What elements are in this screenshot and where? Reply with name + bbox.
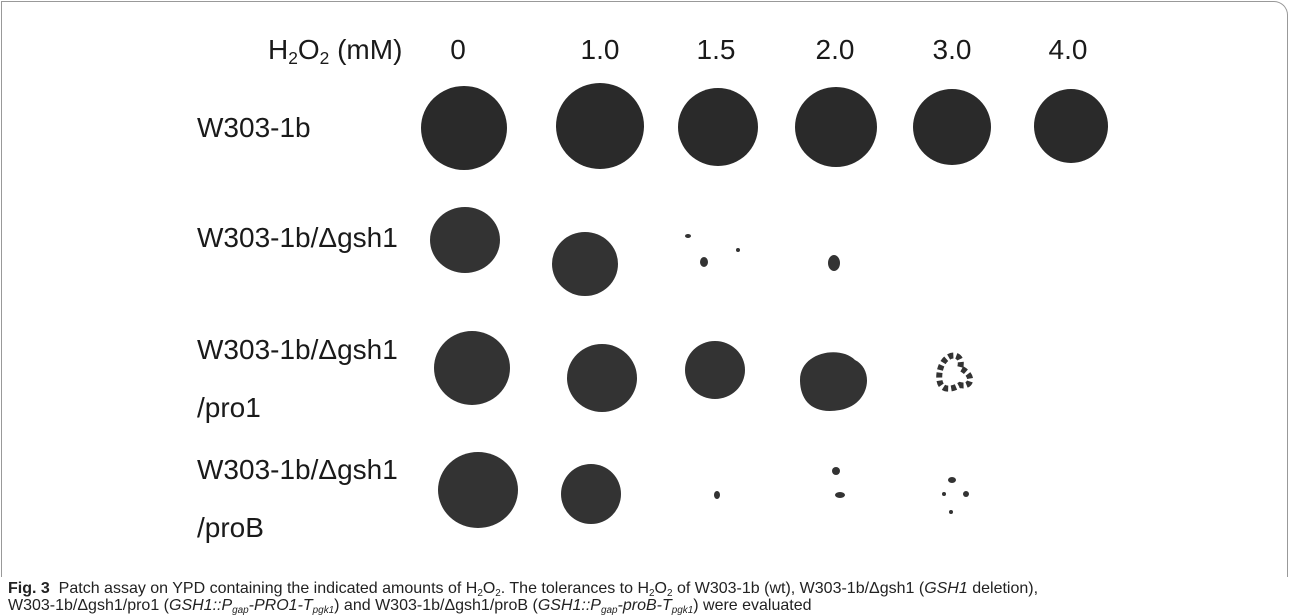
concentration: 1.0: [581, 34, 620, 66]
speck: [700, 257, 708, 267]
concentration: 4.0: [1049, 34, 1088, 66]
patch: [795, 87, 877, 167]
text: H: [268, 34, 288, 65]
speck: [828, 255, 840, 271]
speck: [685, 234, 691, 238]
text: deletion),: [968, 580, 1038, 597]
speck: [835, 492, 845, 498]
patch: [678, 88, 758, 166]
patch: [438, 452, 518, 528]
figure-number: Fig. 3: [8, 580, 50, 597]
concentration: 3.0: [933, 34, 972, 66]
subscript: gap: [232, 605, 249, 616]
row-label: /proB: [197, 512, 264, 544]
text: ) and W303-1b/Δgsh1/proB (: [334, 597, 538, 614]
text: Patch assay on YPD containing the indica…: [54, 580, 477, 597]
patches: [421, 83, 1108, 170]
subscript: 2: [288, 48, 298, 68]
text: of W303-1b (wt), W303-1b/Δgsh1 (: [673, 580, 925, 597]
construct: -PRO1-T: [249, 597, 313, 614]
concentration: 0: [450, 34, 466, 66]
gene: GSH1: [924, 580, 968, 597]
text: O: [483, 580, 495, 597]
text: . The tolerances to H: [501, 580, 649, 597]
construct: -proB-T: [618, 597, 672, 614]
text: W303-1b/Δgsh1/pro1 (: [8, 597, 169, 614]
text: (mM): [329, 34, 402, 65]
patch: [561, 464, 621, 524]
speck: [942, 492, 946, 496]
text: ) were evaluated: [693, 597, 811, 614]
subscript: 2: [320, 48, 330, 68]
patch: [913, 89, 991, 165]
row-label: W303-1b: [197, 112, 311, 144]
speck: [736, 248, 740, 252]
speck: [714, 491, 720, 499]
row-label: W303-1b/Δgsh1: [197, 222, 398, 254]
page: H2O2 (mM) 0 1.0 1.5 2.0 3.0 4.0 W303-1b …: [0, 0, 1293, 614]
patch: [552, 232, 618, 296]
subscript: pgk1: [313, 605, 334, 616]
patch: [430, 207, 500, 273]
text: O: [655, 580, 667, 597]
patch: [1034, 89, 1108, 163]
patch-plate: [0, 0, 1293, 580]
speck: [948, 477, 956, 483]
row-label: /pro1: [197, 392, 261, 424]
patch: [421, 86, 507, 170]
concentration: 2.0: [816, 34, 855, 66]
speck: [949, 510, 953, 514]
concentration: 1.5: [697, 34, 736, 66]
header-label: H2O2 (mM): [268, 34, 402, 66]
subscript: pgk1: [672, 605, 693, 616]
patches: [430, 207, 970, 528]
patch: [685, 341, 745, 399]
text: O: [298, 34, 320, 65]
patch: [434, 331, 510, 405]
patch: [556, 83, 644, 169]
construct: GSH1::P: [538, 597, 601, 614]
patch: [800, 352, 867, 411]
row-label: W303-1b/Δgsh1: [197, 454, 398, 486]
speck: [963, 491, 969, 497]
caption: Fig. 3 Patch assay on YPD containing the…: [8, 580, 1038, 614]
speck: [832, 467, 840, 475]
row-label: W303-1b/Δgsh1: [197, 334, 398, 366]
construct: GSH1::P: [169, 597, 232, 614]
subscript: gap: [601, 605, 618, 616]
patch: [567, 344, 637, 412]
patch: [939, 356, 970, 389]
